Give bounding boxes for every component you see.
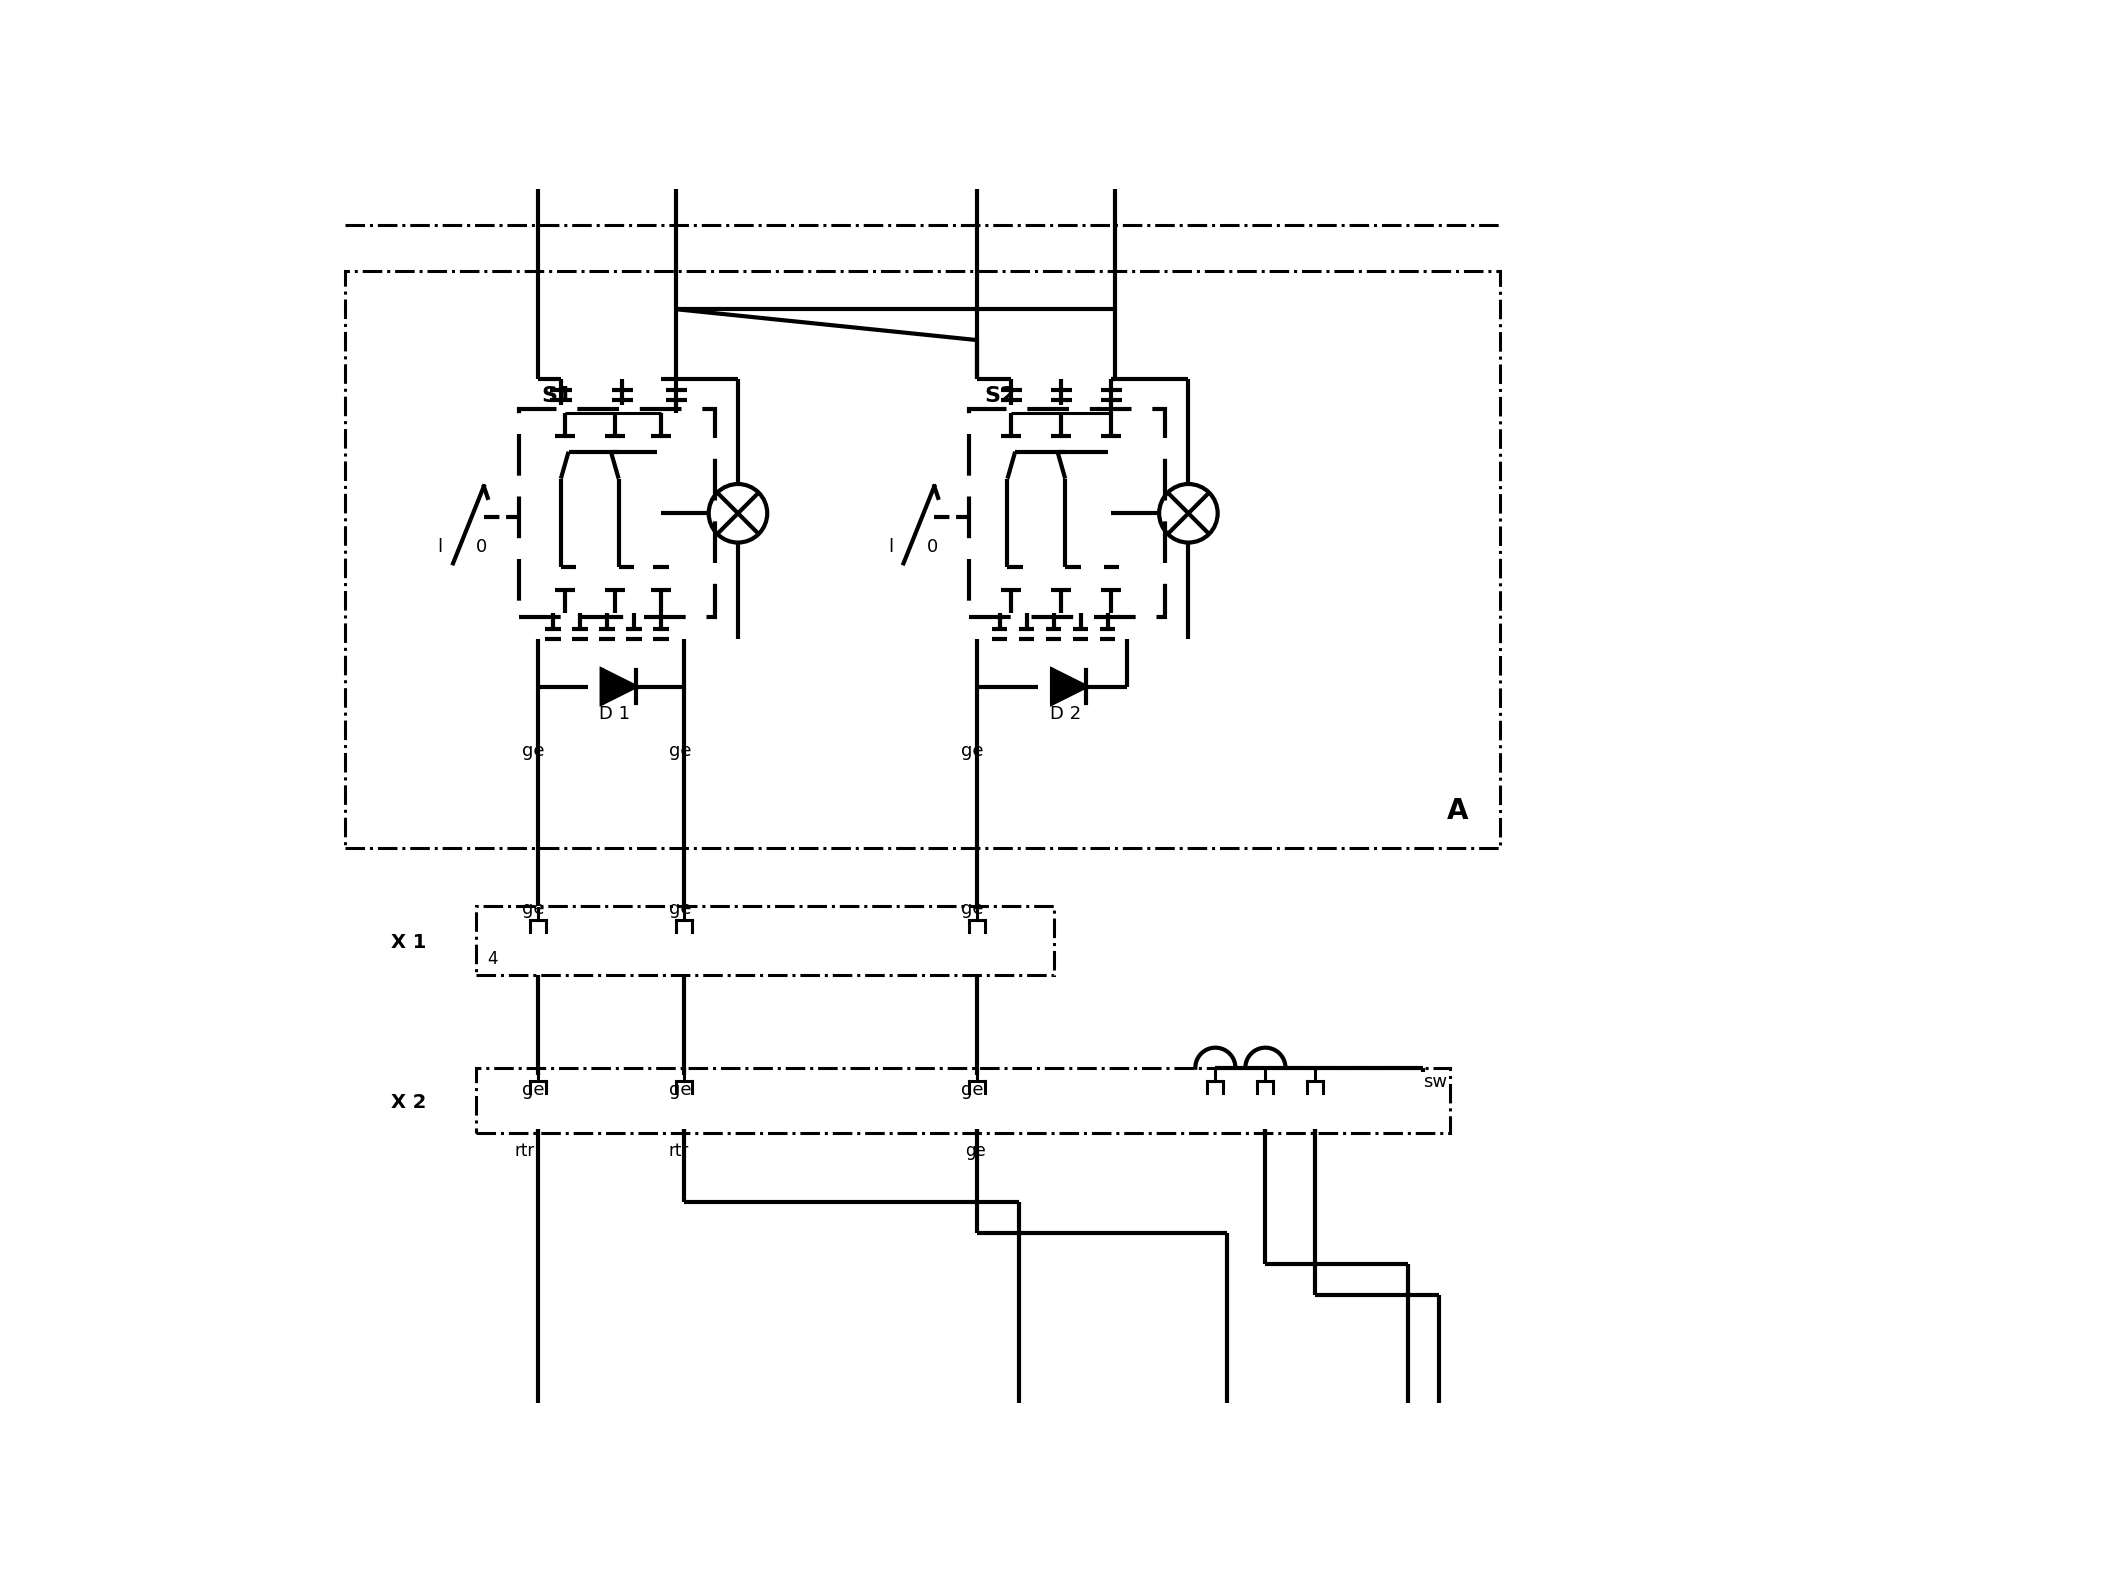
Text: ge: ge — [964, 1143, 985, 1160]
Text: sw: sw — [1422, 1073, 1448, 1091]
Text: S1: S1 — [542, 386, 574, 405]
Polygon shape — [1053, 670, 1086, 703]
Bar — [477, 906, 1055, 976]
Text: ge: ge — [523, 742, 544, 760]
Bar — [345, 271, 1500, 848]
Text: X 2: X 2 — [391, 1094, 427, 1113]
Bar — [477, 1067, 1450, 1133]
Text: 0: 0 — [477, 537, 487, 556]
Text: ge: ge — [962, 1081, 983, 1098]
Text: ge: ge — [668, 1081, 691, 1098]
Text: ge: ge — [668, 742, 691, 760]
Text: 4: 4 — [487, 950, 498, 968]
Bar — [969, 410, 1166, 618]
Bar — [519, 410, 714, 618]
Text: rtr: rtr — [668, 1143, 689, 1160]
Text: rtr: rtr — [515, 1143, 536, 1160]
Text: D 1: D 1 — [599, 704, 630, 723]
Text: D 2: D 2 — [1050, 704, 1080, 723]
Text: ge: ge — [523, 1081, 544, 1098]
Text: ge: ge — [668, 900, 691, 917]
Text: X 1: X 1 — [391, 933, 427, 952]
Text: ge: ge — [962, 742, 983, 760]
Text: l: l — [889, 537, 893, 556]
Text: ge: ge — [962, 900, 983, 917]
Text: A: A — [1445, 797, 1469, 826]
Text: 0: 0 — [927, 537, 937, 556]
Text: S2: S2 — [985, 386, 1015, 405]
Text: ge: ge — [523, 900, 544, 917]
Text: l: l — [437, 537, 443, 556]
Polygon shape — [601, 670, 635, 703]
